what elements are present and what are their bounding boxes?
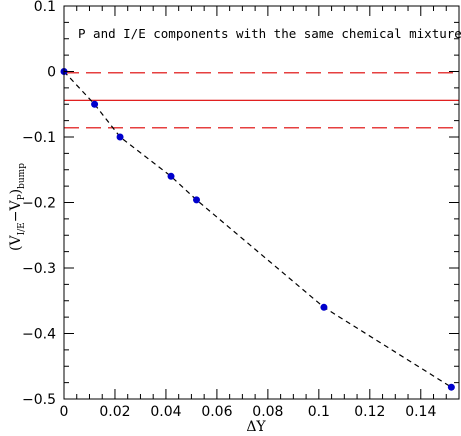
x-tick-labels: 0 0.02 0.04 0.06 0.08 0.1 0.12 0.14 — [60, 404, 437, 420]
y-tick-label: −0.1 — [22, 130, 56, 146]
series-dashed-line — [63, 71, 452, 388]
y-label-sub-ie: I/E — [17, 222, 27, 235]
x-tick-label: 0.06 — [201, 404, 232, 420]
data-point — [116, 133, 124, 141]
y-label-open: (V — [8, 235, 24, 251]
y-tick-label: −0.3 — [22, 261, 56, 277]
data-point — [320, 303, 328, 311]
data-points — [60, 68, 455, 391]
y-label-sub-p: P — [17, 194, 27, 200]
series-line — [63, 71, 452, 388]
y-tick-label: −0.2 — [22, 196, 56, 212]
y-tick-label: 0.1 — [34, 0, 56, 15]
x-tick-label: 0.14 — [405, 404, 436, 420]
data-point — [447, 383, 455, 391]
y-tick-label: 0 — [47, 65, 56, 81]
data-point — [167, 172, 175, 180]
y-label-close: ) — [8, 189, 24, 194]
y-axis-label: (VI/E−VP)bump — [8, 163, 27, 251]
data-point — [193, 196, 201, 204]
plot-frame — [63, 5, 460, 400]
data-point — [91, 100, 99, 108]
x-tick-label: 0.04 — [150, 404, 181, 420]
chart-annotation: P and I/E components with the same chemi… — [78, 26, 461, 41]
reference-lines — [64, 72, 459, 129]
x-tick-label: 0.12 — [354, 404, 385, 420]
x-tick-label: 0.08 — [252, 404, 283, 420]
x-axis-label: ΔY — [246, 419, 266, 435]
y-tick-label: −0.5 — [22, 392, 56, 408]
x-tick-label: 0.02 — [99, 404, 130, 420]
y-label-sub-bump: bump — [17, 163, 27, 189]
x-tick-label: 0 — [60, 404, 69, 420]
y-tick-labels: 0.1 0 −0.1 −0.2 −0.3 −0.4 −0.5 — [22, 0, 56, 408]
y-label-mid: −V — [8, 200, 24, 223]
x-tick-label: 0.1 — [308, 404, 330, 420]
axis-ticks — [63, 5, 460, 400]
y-tick-label: −0.4 — [22, 327, 56, 343]
